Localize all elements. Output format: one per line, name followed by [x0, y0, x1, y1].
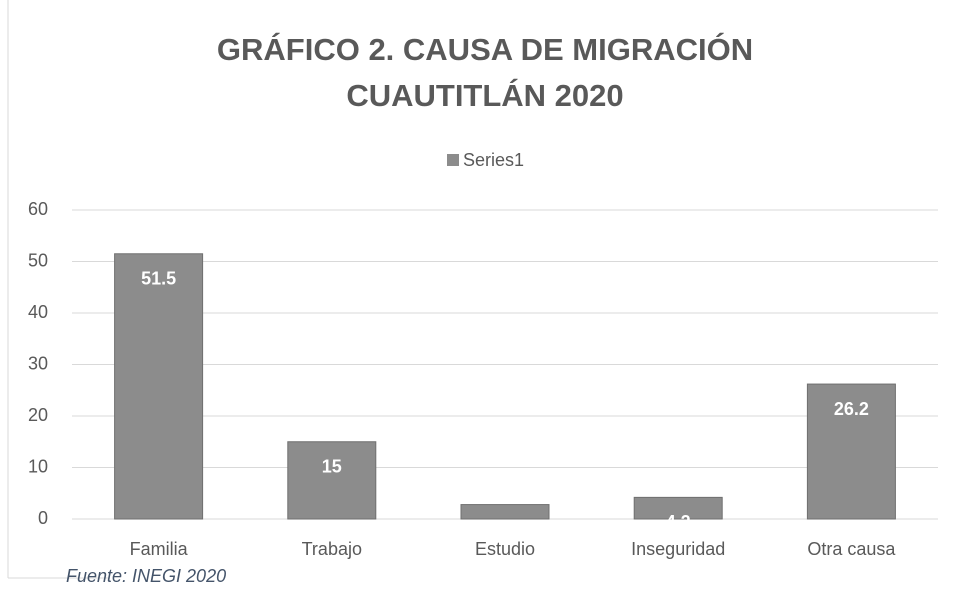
- y-tick-label: 50: [28, 250, 48, 270]
- bar: [114, 253, 204, 520]
- bar: [633, 496, 723, 520]
- data-label: 26.2: [834, 399, 869, 419]
- x-tick-label: Inseguridad: [631, 539, 725, 559]
- data-label: 15: [322, 457, 342, 477]
- y-tick-label: 60: [28, 199, 48, 219]
- y-tick-label: 30: [28, 353, 48, 373]
- y-tick-label: 40: [28, 302, 48, 322]
- legend-label: Series1: [463, 150, 524, 170]
- x-tick-label: Trabajo: [302, 539, 362, 559]
- source-note: Fuente: INEGI 2020: [66, 566, 226, 586]
- bar: [806, 383, 896, 520]
- y-tick-label: 20: [28, 405, 48, 425]
- chart-title: CUAUTITLÁN 2020: [346, 78, 623, 113]
- y-tick-label: 0: [38, 508, 48, 528]
- y-tick-label: 10: [28, 456, 48, 476]
- x-tick-label: Otra causa: [807, 539, 896, 559]
- x-tick-label: Familia: [130, 539, 189, 559]
- x-tick-label: Estudio: [475, 539, 535, 559]
- data-label: 4.2: [666, 512, 691, 532]
- bar: [460, 504, 550, 520]
- legend-swatch: [447, 154, 459, 166]
- bar: [287, 441, 377, 520]
- chart-title: GRÁFICO 2. CAUSA DE MIGRACIÓN: [217, 31, 753, 67]
- data-label: 51.5: [141, 269, 176, 289]
